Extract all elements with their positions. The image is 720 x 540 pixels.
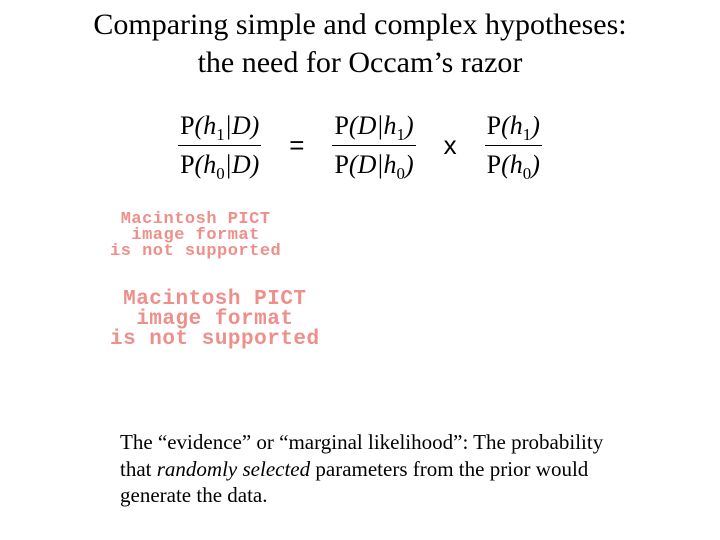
frac2-numerator: P(D|h1) (332, 109, 415, 145)
slide: Comparing simple and complex hypotheses:… (0, 0, 720, 540)
caption-text: The “evidence” or “marginal likelihood”:… (120, 429, 630, 508)
title-line-2: the need for Occam’s razor (198, 46, 523, 79)
bayes-ratio-equation: P(h1|D) P(h0|D) = P(D|h1) P(D|h0) x P(h1… (0, 109, 720, 182)
frac1-denominator: P(h0|D) (178, 146, 261, 182)
frac2-denominator: P(D|h0) (332, 146, 415, 182)
frac3-denominator: P(h0) (485, 146, 542, 182)
pict-error-stack: Macintosh PICT image format is not suppo… (0, 212, 720, 350)
times-sign: x (444, 130, 457, 161)
pict-error-1: Macintosh PICT image format is not suppo… (110, 212, 281, 260)
likelihood-ratio-fraction: P(D|h1) P(D|h0) (332, 109, 415, 182)
title-line-1: Comparing simple and complex hypotheses: (93, 8, 626, 41)
frac3-numerator: P(h1) (485, 109, 542, 145)
posterior-ratio-fraction: P(h1|D) P(h0|D) (178, 109, 261, 182)
equals-sign: = (289, 130, 304, 161)
pict-error-2: Macintosh PICT image format is not suppo… (110, 290, 320, 350)
caption-italic: randomly selected (157, 457, 310, 481)
prior-ratio-fraction: P(h1) P(h0) (485, 109, 542, 182)
slide-title: Comparing simple and complex hypotheses:… (0, 0, 720, 81)
frac1-numerator: P(h1|D) (178, 109, 261, 145)
